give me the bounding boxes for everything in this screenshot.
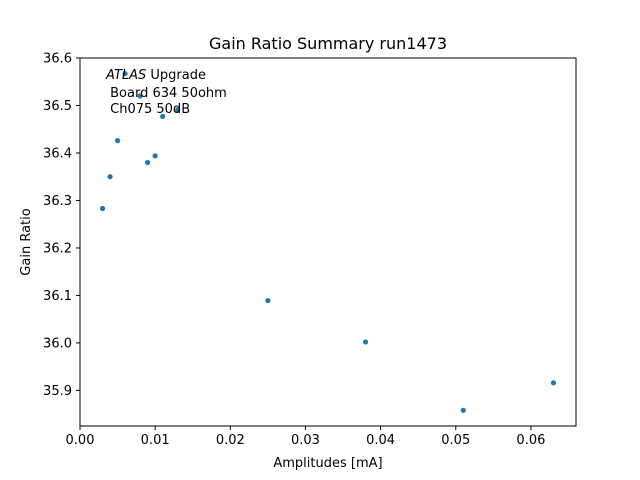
plot-frame [79, 57, 577, 427]
data-point [107, 174, 113, 180]
y-axis-label: Gain Ratio [19, 208, 34, 275]
data-point [362, 339, 369, 345]
data-point [145, 159, 151, 166]
annotation-board: Board 634 50ohm [106, 86, 227, 101]
x-tick-label: 0.03 [291, 433, 320, 448]
upgrade-label: Upgrade [146, 68, 206, 83]
ticks: 0.00 0.01 0.02 0.03 0.04 0.05 0.06 35.9 36.0 36.1… [43, 52, 545, 449]
y-tick-label: 36.1 [43, 289, 72, 304]
y-tick-label: 36.4 [43, 146, 72, 161]
data-point [99, 205, 106, 212]
y-tick-label: 36.3 [43, 194, 72, 209]
y-tick-label: 35.9 [43, 384, 72, 399]
y-tick-label: 36.5 [43, 99, 72, 114]
x-tick-label: 0.02 [216, 433, 245, 448]
annotation-block: ATLAS Upgrade Board 634 50ohm Ch075 50dB [105, 68, 227, 117]
chart-title: Gain Ratio Summary run1473 [209, 34, 447, 53]
x-tick-label: 0.01 [141, 433, 170, 448]
atlas-label: ATLAS [105, 68, 146, 83]
data-point [114, 138, 121, 144]
y-tick-label: 36.6 [43, 52, 72, 67]
data-point [265, 298, 271, 304]
x-tick-label: 0.04 [366, 433, 395, 448]
annotation-line-1: ATLAS Upgrade [105, 68, 206, 83]
x-tick-label: 0.00 [66, 433, 95, 448]
data-point [460, 407, 466, 413]
data-point [122, 71, 128, 77]
annotation-channel: Ch075 50dB [106, 102, 190, 117]
data-point [137, 93, 143, 99]
y-tick-label: 36.0 [43, 336, 72, 351]
x-tick-label: 0.05 [441, 433, 470, 448]
axes [79, 57, 577, 427]
data-point [152, 153, 158, 159]
y-tick-label: 36.2 [43, 241, 72, 256]
data-points [99, 71, 557, 413]
data-point [160, 113, 166, 120]
data-point [550, 380, 557, 386]
data-point [175, 107, 181, 113]
x-tick-label: 0.06 [516, 433, 545, 448]
x-axis-label: Amplitudes [mA] [273, 456, 382, 471]
